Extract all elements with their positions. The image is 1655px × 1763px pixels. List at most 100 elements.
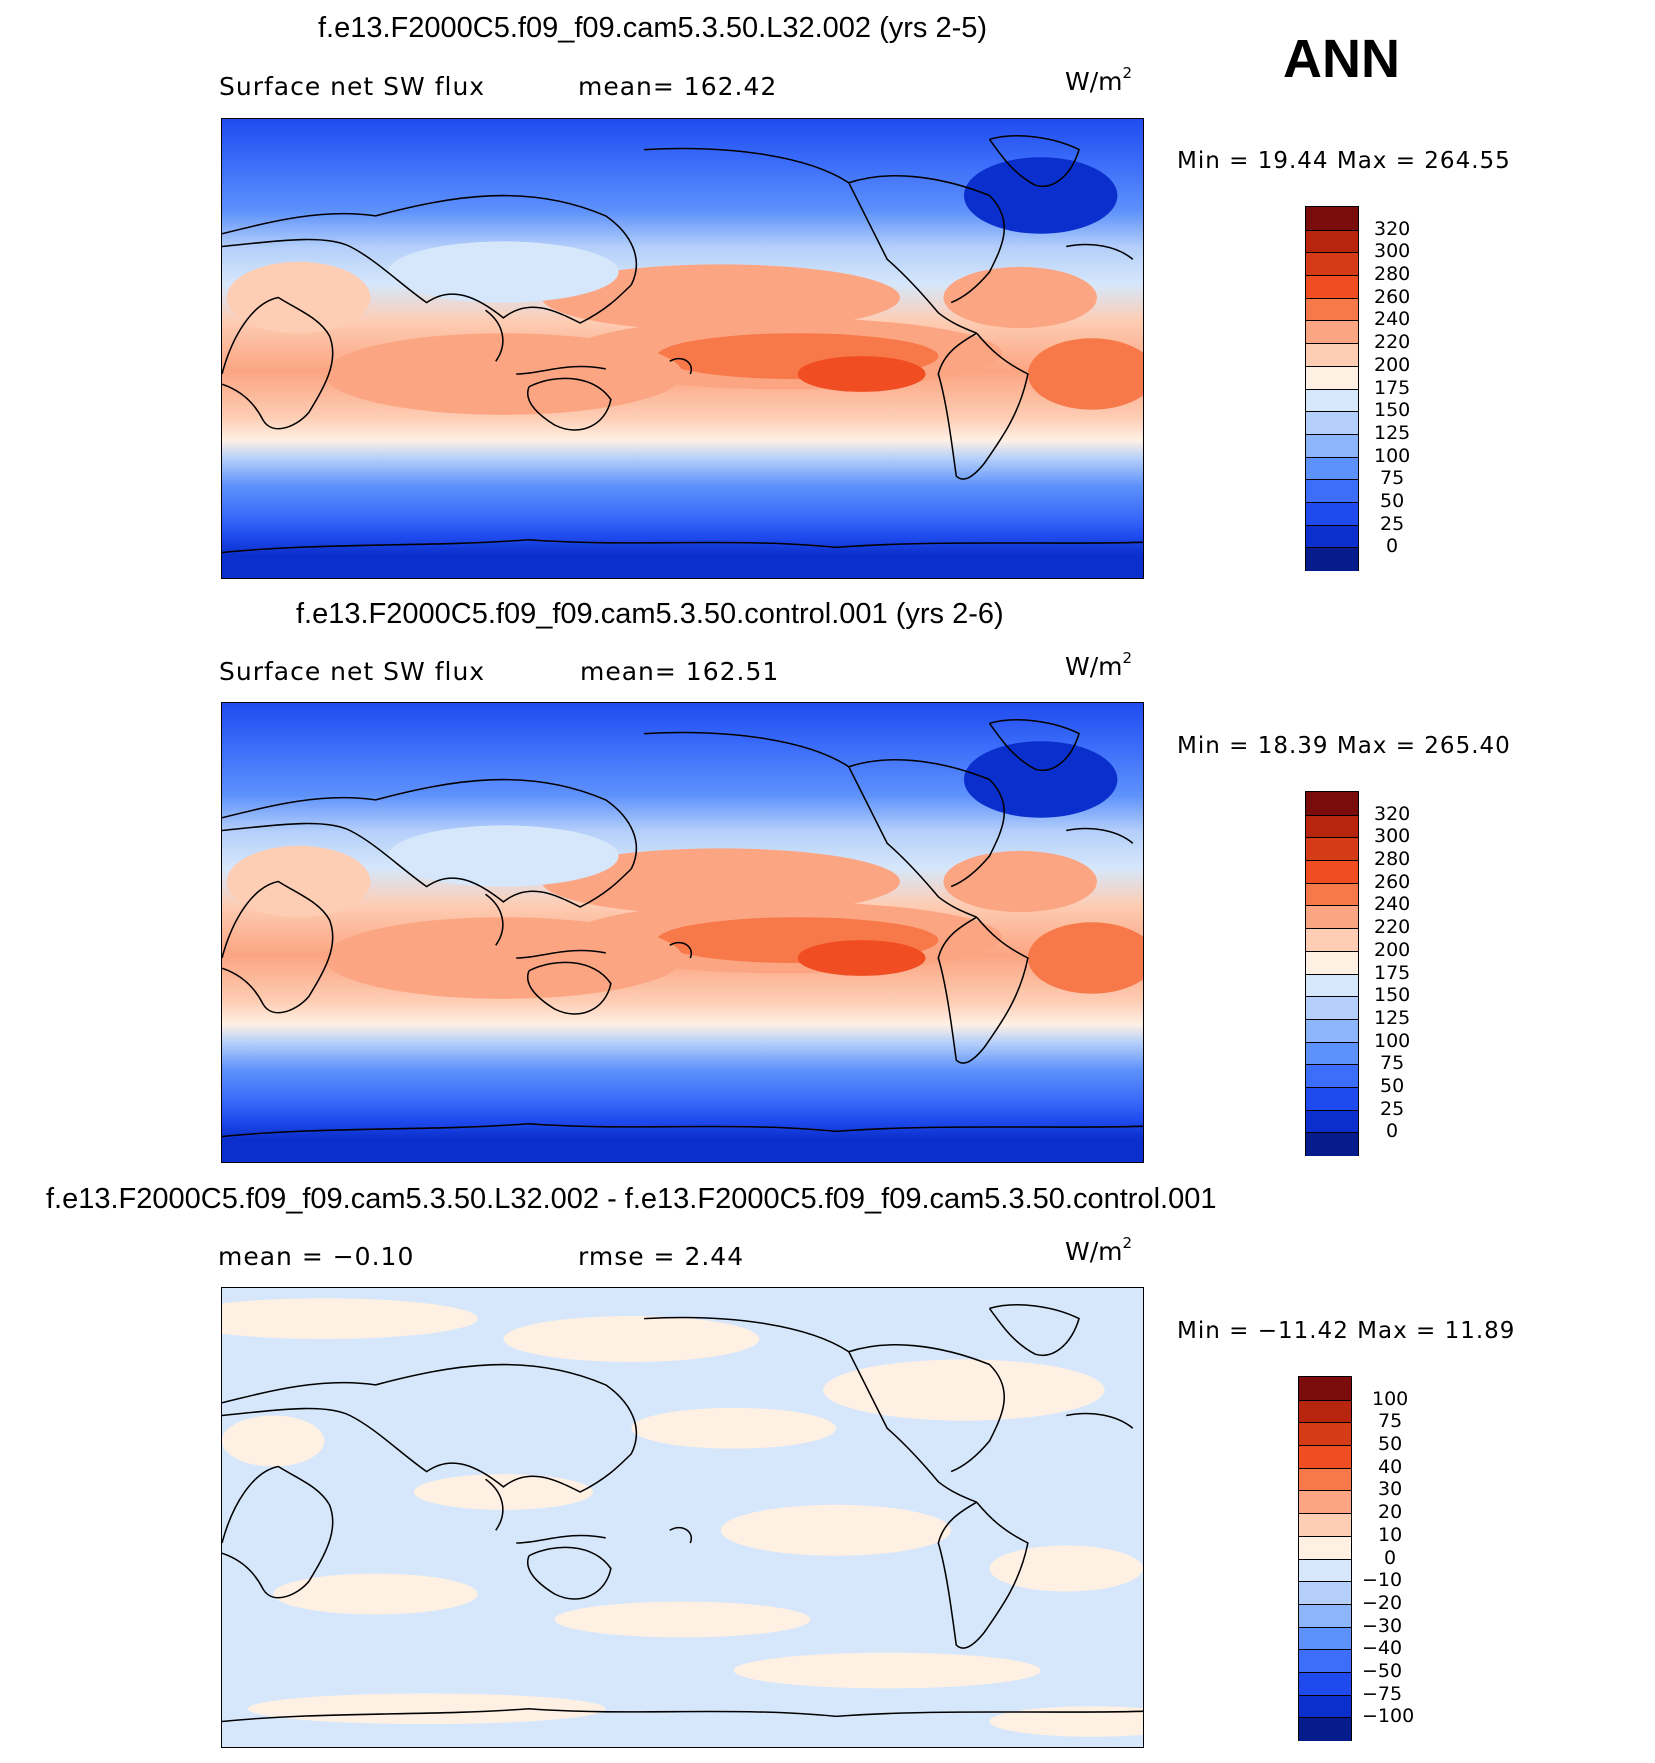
colorbar-tick-label: 100 (1372, 1387, 1409, 1410)
colorbar-tick-label: 75 (1378, 1410, 1403, 1433)
colorbar-swatch (1299, 1603, 1351, 1628)
panel-3-units: W/m2 (1065, 1234, 1132, 1266)
panel-3-rmse-label: rmse = 2.44 (578, 1242, 745, 1271)
colorbar-tick-label: 40 (1378, 1455, 1403, 1478)
units-base: W/m (1065, 1237, 1123, 1266)
colorbar-swatch (1299, 1694, 1351, 1719)
colorbar-tick-label: 25 (1380, 1097, 1405, 1120)
units-base: W/m (1065, 652, 1123, 681)
colorbar-tick-label: 125 (1374, 421, 1411, 444)
colorbar-tick-label: 75 (1380, 467, 1405, 490)
season-label: ANN (1283, 29, 1400, 89)
colorbar-swatch (1306, 1132, 1358, 1156)
panel-2-minmax: Min = 18.39 Max = 265.40 (1177, 733, 1511, 759)
units-exponent: 2 (1122, 649, 1133, 667)
panel-2-variable-label: Surface net SW flux (219, 657, 486, 686)
colorbar-swatch (1299, 1422, 1351, 1447)
colorbar-swatch (1299, 1626, 1351, 1651)
colorbar-swatch (1299, 1399, 1351, 1424)
colorbar-tick-label: 0 (1384, 1546, 1397, 1569)
colorbar-tick-label: 0 (1386, 535, 1399, 558)
colorbar-swatch (1306, 365, 1358, 390)
panel-1-map (221, 118, 1144, 579)
colorbar-tick-label: −40 (1362, 1637, 1403, 1660)
colorbar-swatch (1299, 1490, 1351, 1515)
colorbar-tick-label: 220 (1374, 331, 1411, 354)
panel-3-minmax: Min = −11.42 Max = 11.89 (1177, 1318, 1516, 1344)
colorbar-swatch (1306, 905, 1358, 930)
panel-2-map (221, 702, 1144, 1163)
colorbar-swatch (1299, 1377, 1351, 1400)
colorbar-tick-label: 260 (1374, 285, 1411, 308)
panel-3-colorbar (1298, 1376, 1352, 1741)
colorbar-swatch (1299, 1535, 1351, 1560)
colorbar-tick-label: 150 (1374, 399, 1411, 422)
colorbar-tick-label: −50 (1362, 1659, 1403, 1682)
colorbar-tick-label: −100 (1362, 1705, 1415, 1728)
colorbar-tick-label: 20 (1378, 1501, 1403, 1524)
panel-2-colorbar (1305, 791, 1359, 1156)
colorbar-swatch (1306, 320, 1358, 345)
colorbar-swatch (1299, 1581, 1351, 1605)
colorbar-tick-label: 150 (1374, 984, 1411, 1007)
colorbar-tick-label: 50 (1380, 489, 1405, 512)
colorbar-tick-label: 175 (1374, 376, 1411, 399)
panel-2-contour-field (222, 703, 1143, 1162)
units-exponent: 2 (1122, 64, 1133, 82)
colorbar-swatch (1299, 1445, 1351, 1469)
colorbar-swatch (1306, 837, 1358, 862)
colorbar-swatch (1306, 524, 1358, 549)
colorbar-swatch (1306, 547, 1358, 571)
colorbar-tick-label: 280 (1374, 848, 1411, 871)
panel-1-mean-label: mean= 162.42 (578, 72, 778, 101)
colorbar-tick-label: 75 (1380, 1052, 1405, 1075)
panel-3-contour-blobs (222, 1298, 1143, 1737)
colorbar-tick-label: −20 (1362, 1591, 1403, 1614)
colorbar-swatch (1306, 479, 1358, 503)
panel-3-map (221, 1287, 1144, 1748)
panel-2-title: f.e13.F2000C5.f09_f09.cam5.3.50.control.… (296, 598, 1004, 630)
panel-2-mean-label: mean= 162.51 (580, 657, 780, 686)
colorbar-swatch (1306, 433, 1358, 458)
colorbar-swatch (1306, 973, 1358, 998)
colorbar-swatch (1306, 501, 1358, 526)
colorbar-swatch (1306, 860, 1358, 884)
colorbar-tick-label: 125 (1374, 1006, 1411, 1029)
colorbar-swatch (1306, 950, 1358, 975)
panel-1-coastlines (222, 135, 1143, 554)
colorbar-swatch (1306, 229, 1358, 254)
panel-1-colorbar (1305, 206, 1359, 571)
colorbar-swatch (1299, 1671, 1351, 1696)
colorbar-swatch (1299, 1649, 1351, 1673)
colorbar-tick-label: 10 (1378, 1523, 1403, 1546)
colorbar-swatch (1306, 207, 1358, 230)
colorbar-swatch (1306, 275, 1358, 299)
colorbar-swatch (1299, 1717, 1351, 1741)
colorbar-tick-label: 50 (1380, 1074, 1405, 1097)
colorbar-tick-label: 300 (1374, 240, 1411, 263)
units-exponent: 2 (1122, 1234, 1133, 1252)
panel-1-variable-label: Surface net SW flux (219, 72, 486, 101)
colorbar-swatch (1306, 343, 1358, 367)
colorbar-swatch (1306, 1086, 1358, 1111)
colorbar-tick-label: 280 (1374, 263, 1411, 286)
colorbar-swatch (1306, 297, 1358, 322)
colorbar-swatch (1306, 1109, 1358, 1134)
panel-1-contour-blobs (227, 157, 1143, 415)
colorbar-swatch (1299, 1513, 1351, 1537)
colorbar-swatch (1306, 996, 1358, 1020)
colorbar-tick-label: 320 (1374, 802, 1411, 825)
colorbar-swatch (1306, 792, 1358, 815)
colorbar-tick-label: 100 (1374, 1029, 1411, 1052)
colorbar-tick-label: 220 (1374, 916, 1411, 939)
panel-3-title: f.e13.F2000C5.f09_f09.cam5.3.50.L32.002 … (46, 1183, 1217, 1215)
colorbar-swatch (1299, 1558, 1351, 1583)
colorbar-tick-label: 240 (1374, 893, 1411, 916)
panel-3-mean-label: mean = −0.10 (218, 1242, 415, 1271)
colorbar-tick-label: 25 (1380, 512, 1405, 535)
panel-1-title: f.e13.F2000C5.f09_f09.cam5.3.50.L32.002 … (318, 12, 988, 44)
colorbar-tick-label: 260 (1374, 870, 1411, 893)
colorbar-swatch (1306, 456, 1358, 481)
colorbar-swatch (1306, 252, 1358, 277)
colorbar-swatch (1306, 388, 1358, 413)
